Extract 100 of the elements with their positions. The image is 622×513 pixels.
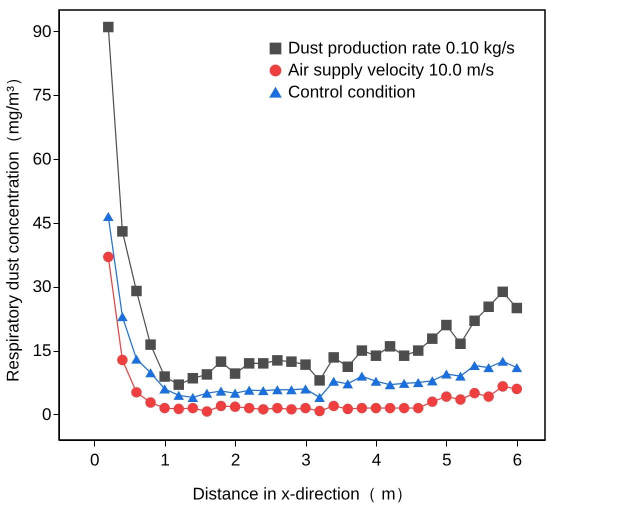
point: [131, 354, 142, 364]
point: [469, 360, 480, 370]
point: [188, 392, 198, 402]
point: [314, 375, 325, 386]
point: [258, 358, 269, 369]
point: [258, 404, 269, 415]
point: [131, 286, 142, 296]
point: [159, 371, 170, 382]
x-tick-label: 3: [301, 450, 311, 470]
point: [103, 252, 114, 262]
point: [117, 312, 128, 322]
point: [230, 368, 240, 379]
point: [202, 388, 212, 398]
y-tick-label: 0: [42, 404, 52, 424]
point: [356, 345, 368, 356]
y-tick-label: 75: [32, 86, 52, 105]
point: [159, 384, 170, 394]
point: [131, 387, 142, 398]
point: [412, 402, 424, 414]
point: [441, 320, 452, 330]
point: [188, 402, 198, 414]
y-tick-label: 90: [32, 22, 52, 41]
x-tick-label: 2: [230, 450, 240, 470]
point: [188, 373, 198, 384]
point: [497, 381, 508, 392]
point: [370, 402, 382, 414]
point: [342, 362, 354, 372]
point: [216, 386, 226, 396]
point: [412, 378, 424, 388]
point: [103, 212, 114, 222]
x-tick-label: 5: [442, 450, 452, 470]
point: [103, 22, 114, 32]
point: [244, 358, 254, 369]
point: [398, 378, 410, 388]
point: [272, 355, 283, 366]
point: [145, 397, 156, 408]
point: [512, 363, 522, 372]
point: [483, 363, 494, 372]
point: [398, 350, 410, 361]
point: [427, 333, 438, 344]
point: [328, 400, 339, 412]
point: [328, 376, 339, 386]
point: [356, 402, 368, 414]
y-tick-label: 45: [32, 213, 52, 232]
point: [455, 394, 466, 405]
point: [497, 356, 508, 366]
point: [512, 384, 522, 394]
point: [469, 316, 480, 326]
point: [483, 302, 494, 312]
point: [441, 369, 452, 379]
point: [398, 402, 410, 414]
x-tick-label: 0: [90, 450, 100, 470]
point: [230, 388, 240, 398]
point: [455, 338, 466, 350]
point: [483, 391, 494, 402]
point: [441, 391, 452, 402]
point: [370, 350, 382, 361]
point: [286, 385, 297, 394]
point: [173, 404, 184, 414]
point: [202, 406, 212, 417]
y-tick-label: 60: [32, 150, 52, 169]
point: [314, 406, 325, 416]
point: [370, 376, 382, 386]
point: [258, 386, 269, 396]
point: [384, 341, 396, 352]
point: [117, 354, 128, 366]
point: [272, 385, 283, 394]
x-tick-label: 4: [372, 450, 382, 470]
point: [202, 369, 212, 380]
point: [145, 368, 156, 378]
point: [159, 402, 170, 414]
point: [469, 388, 480, 398]
point: [412, 345, 424, 356]
x-tick-label: 6: [512, 450, 522, 470]
point: [356, 372, 368, 381]
point: [173, 379, 184, 390]
point: [427, 376, 438, 386]
point: [497, 286, 508, 298]
point: [384, 402, 396, 414]
legend-label: Dust production rate 0.10 kg/s: [288, 38, 515, 58]
legend-label: Air supply velocity 10.0 m/s: [288, 60, 494, 80]
legend-label: Control condition: [288, 82, 416, 102]
point: [230, 402, 240, 412]
point: [173, 390, 184, 400]
y-tick-label: 30: [32, 277, 52, 296]
point: [244, 402, 254, 414]
point: [314, 392, 325, 402]
point: [117, 226, 128, 237]
point: [384, 380, 396, 390]
point: [145, 339, 156, 350]
point: [427, 396, 438, 407]
point: [300, 384, 311, 394]
point: [216, 356, 226, 367]
point: [328, 352, 339, 363]
y-axis-title: Respiratory dust concentration（mg/m³）: [4, 69, 23, 382]
point: [216, 400, 226, 412]
point: [342, 404, 354, 414]
x-axis-title: Distance in x-direction（ m）: [192, 484, 413, 504]
point: [286, 404, 297, 415]
point: [300, 359, 311, 370]
